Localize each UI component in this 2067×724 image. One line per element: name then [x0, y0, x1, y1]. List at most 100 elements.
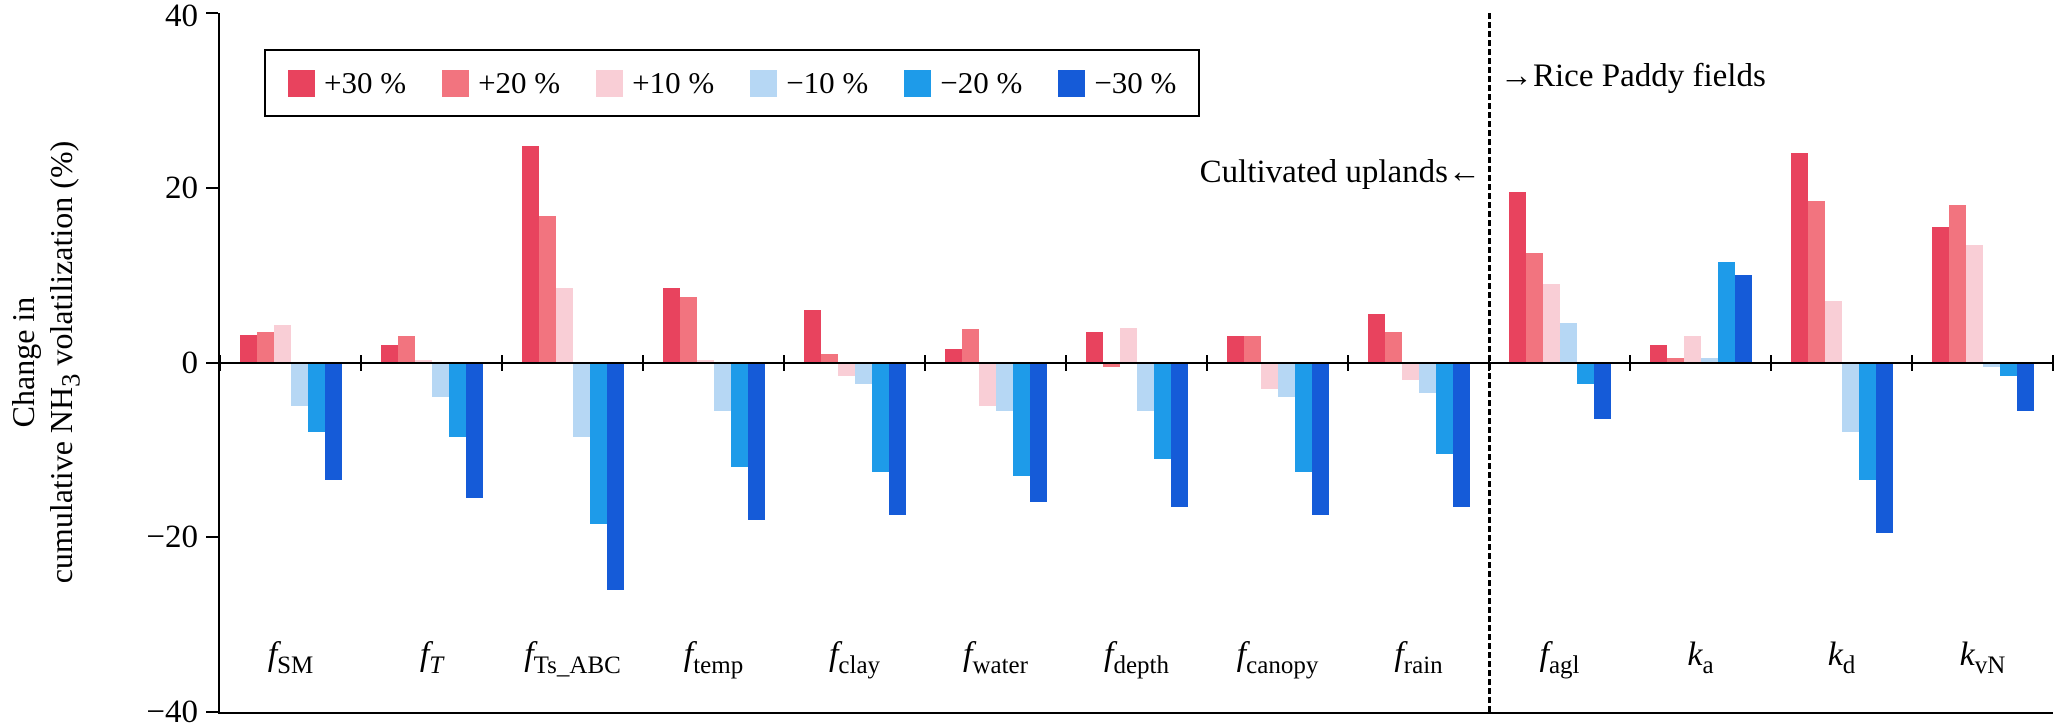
y-axis-title-subscript: 3: [55, 373, 86, 387]
legend-item-m20: −20 %: [904, 65, 1022, 101]
category-subscript: clay: [838, 651, 881, 679]
category-subscript: water: [972, 651, 1028, 679]
bar-f-temp-m10: [713, 362, 731, 411]
arrow-right-icon: →: [1500, 58, 1533, 94]
x-axis-tick: [1911, 354, 1913, 371]
bar-f-clay-p20: [820, 353, 838, 363]
bar-f-clay-m20: [871, 362, 889, 472]
y-axis-tick: [206, 186, 218, 189]
annotation-rice-paddy-fields: →Rice Paddy fields: [1500, 57, 1766, 95]
legend-item-m10: −10 %: [750, 65, 868, 101]
category-subscript: depth: [1113, 651, 1169, 679]
bar-k-vN-m30: [2016, 362, 2034, 411]
category-label-f-T: fT: [361, 631, 502, 690]
bar-k-d-m20: [1858, 362, 1876, 481]
zero-baseline: [220, 361, 2053, 364]
category-main-symbol: f: [828, 636, 839, 673]
bar-k-a-p10: [1683, 336, 1701, 363]
category-main-symbol: f: [1104, 636, 1114, 673]
bar-f-clay-p10: [837, 362, 855, 376]
bar-k-a-p30: [1649, 345, 1667, 363]
legend-label-m30: −30 %: [1094, 65, 1177, 100]
y-axis-tick: [206, 711, 218, 713]
y-axis-title: Change in cumulative NH3 volatilization …: [4, 0, 85, 724]
category-label-f-canopy: fcanopy: [1207, 631, 1348, 690]
bar-f-clay-p30: [803, 310, 821, 363]
x-axis-tick: [783, 354, 785, 371]
bar-f-SM-p10: [273, 324, 291, 363]
category-label-k-vN: kvN: [1912, 631, 2053, 690]
bar-k-d-m10: [1841, 362, 1859, 433]
x-axis-tick: [924, 354, 926, 371]
bar-f-Ts_ABC-m20: [589, 362, 607, 525]
category-label-f-temp: ftemp: [643, 631, 784, 690]
bar-f-SM-m20: [307, 362, 325, 433]
category-main-symbol: k: [1959, 636, 1975, 673]
bar-f-depth-p20: [1102, 362, 1120, 367]
bar-f-T-p10: [414, 359, 432, 363]
bar-f-rain-m20: [1435, 362, 1453, 455]
category-label-f-water: fwater: [925, 631, 1066, 690]
bar-k-vN-p30: [1931, 227, 1949, 363]
category-main-symbol: k: [1827, 636, 1843, 673]
bar-f-canopy-m10: [1277, 362, 1295, 398]
category-subscript: T: [429, 651, 444, 679]
bar-f-water-p30: [944, 349, 962, 363]
category-main-symbol: f: [1539, 636, 1549, 673]
y-tick-label: 20: [165, 169, 198, 206]
bar-f-water-m30: [1029, 362, 1047, 503]
y-tick-label: 40: [165, 0, 198, 34]
bar-f-Ts_ABC-p30: [521, 145, 539, 363]
category-label-k-d: kd: [1771, 631, 1912, 690]
bar-f-Ts_ABC-m30: [606, 362, 624, 590]
legend: +30 % +20 % +10 % −10 % −20 % −30 %: [264, 49, 1201, 117]
bar-f-depth-m10: [1136, 362, 1154, 411]
category-subscript: rain: [1403, 651, 1443, 679]
bar-f-T-m30: [465, 362, 483, 498]
legend-item-p30: +30 %: [288, 65, 406, 101]
legend-swatch-m20: [904, 69, 932, 97]
x-axis-tick: [1065, 354, 1067, 371]
annotation-left-text: Cultivated uplands: [1199, 154, 1448, 190]
category-subscript: vN: [1974, 651, 2006, 679]
bar-f-Ts_ABC-p10: [555, 288, 573, 363]
plot-area: +30 % +20 % +10 % −10 % −20 % −30 % Cultivate…: [218, 13, 2054, 714]
annotation-right-text: Rice Paddy fields: [1533, 58, 1766, 94]
category-main-symbol: f: [683, 636, 694, 673]
category-label-f-agl: fagl: [1489, 631, 1630, 690]
x-axis-tick: [1206, 354, 1208, 371]
bar-f-rain-m10: [1418, 362, 1436, 394]
x-axis-tick: [1347, 354, 1349, 371]
bar-f-depth-m20: [1153, 362, 1171, 459]
annotation-cultivated-uplands: Cultivated uplands←: [1200, 153, 1481, 191]
category-label-f-clay: fclay: [784, 631, 925, 690]
bar-f-rain-p20: [1384, 331, 1402, 363]
bar-f-water-p10: [978, 362, 996, 407]
x-axis-tick: [642, 354, 644, 371]
category-main-symbol: f: [419, 636, 430, 673]
bar-f-canopy-p10: [1260, 362, 1278, 389]
bar-f-Ts_ABC-m10: [572, 362, 590, 437]
x-axis-tick: [1770, 354, 1772, 371]
y-axis-tick: [206, 361, 218, 364]
category-subscript: a: [1702, 651, 1714, 679]
bar-k-a-m20: [1717, 262, 1735, 363]
legend-label-p30: +30 %: [324, 65, 407, 100]
bar-f-SM-p20: [256, 331, 274, 363]
bar-f-temp-m30: [747, 362, 765, 520]
bar-f-agl-m30: [1593, 362, 1611, 420]
bar-f-depth-m30: [1170, 362, 1188, 507]
legend-swatch-p30: [288, 69, 315, 97]
x-axis-tick: [360, 354, 362, 371]
category-main-symbol: k: [1687, 636, 1703, 673]
y-axis-title-line2: cumulative NH3 volatilization (%): [42, 0, 89, 724]
legend-label-m10: −10 %: [786, 65, 869, 100]
bar-f-T-m20: [448, 362, 466, 437]
x-axis-tick: [2052, 354, 2054, 371]
bar-k-d-p10: [1824, 301, 1842, 363]
y-tick-label: 0: [181, 344, 199, 381]
x-axis-tick: [1488, 354, 1490, 371]
category-label-f-rain: frain: [1348, 631, 1489, 690]
legend-label-m20: −20 %: [940, 65, 1023, 100]
legend-label-p20: +20 %: [478, 65, 561, 100]
